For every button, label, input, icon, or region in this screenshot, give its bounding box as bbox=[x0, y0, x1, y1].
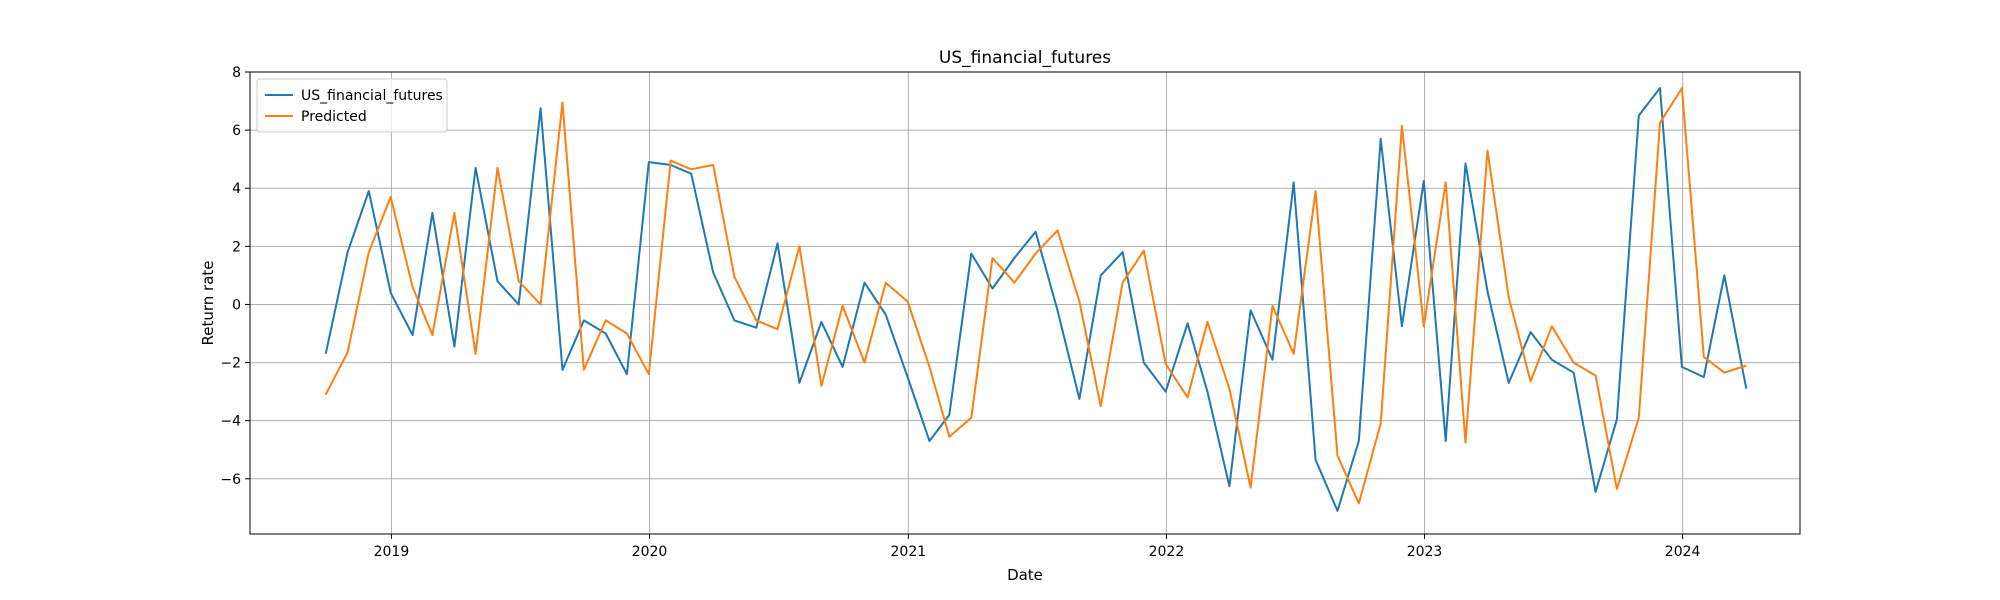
y-tick-label: 2 bbox=[232, 239, 241, 255]
legend-label: US_financial_futures bbox=[301, 88, 443, 104]
y-tick-label: −4 bbox=[220, 414, 241, 430]
legend: US_financial_futures Predicted bbox=[256, 78, 448, 133]
x-axis-label: Date bbox=[1007, 566, 1043, 584]
y-tick-label: 8 bbox=[232, 65, 241, 81]
plot-frame bbox=[249, 71, 1801, 535]
x-tick-label: 2019 bbox=[374, 544, 410, 560]
y-tick-label: 6 bbox=[232, 123, 241, 139]
series-lines bbox=[324, 87, 1748, 512]
y-tick-label: −2 bbox=[220, 356, 241, 372]
chart-title: US_financial_futures bbox=[939, 48, 1111, 68]
legend-box bbox=[256, 78, 448, 133]
x-tick-label: 2020 bbox=[632, 544, 668, 560]
x-tick-label: 2024 bbox=[1665, 544, 1701, 560]
y-tick-label: 4 bbox=[232, 181, 241, 197]
series-line-predicted bbox=[324, 87, 1747, 505]
ticks: 2019 2020 2021 2022 2023 2024 −6 −4 −2 0 2 4 6 8 bbox=[220, 65, 1700, 560]
legend-label: Predicted bbox=[301, 109, 367, 125]
y-tick-label: −6 bbox=[220, 472, 241, 488]
y-tick-label: 0 bbox=[232, 297, 241, 313]
x-tick-label: 2021 bbox=[891, 544, 927, 560]
series-line-actual bbox=[324, 87, 1748, 512]
x-tick-label: 2022 bbox=[1149, 544, 1185, 560]
y-axis-label: Return rate bbox=[199, 260, 217, 345]
x-tick-label: 2023 bbox=[1407, 544, 1443, 560]
